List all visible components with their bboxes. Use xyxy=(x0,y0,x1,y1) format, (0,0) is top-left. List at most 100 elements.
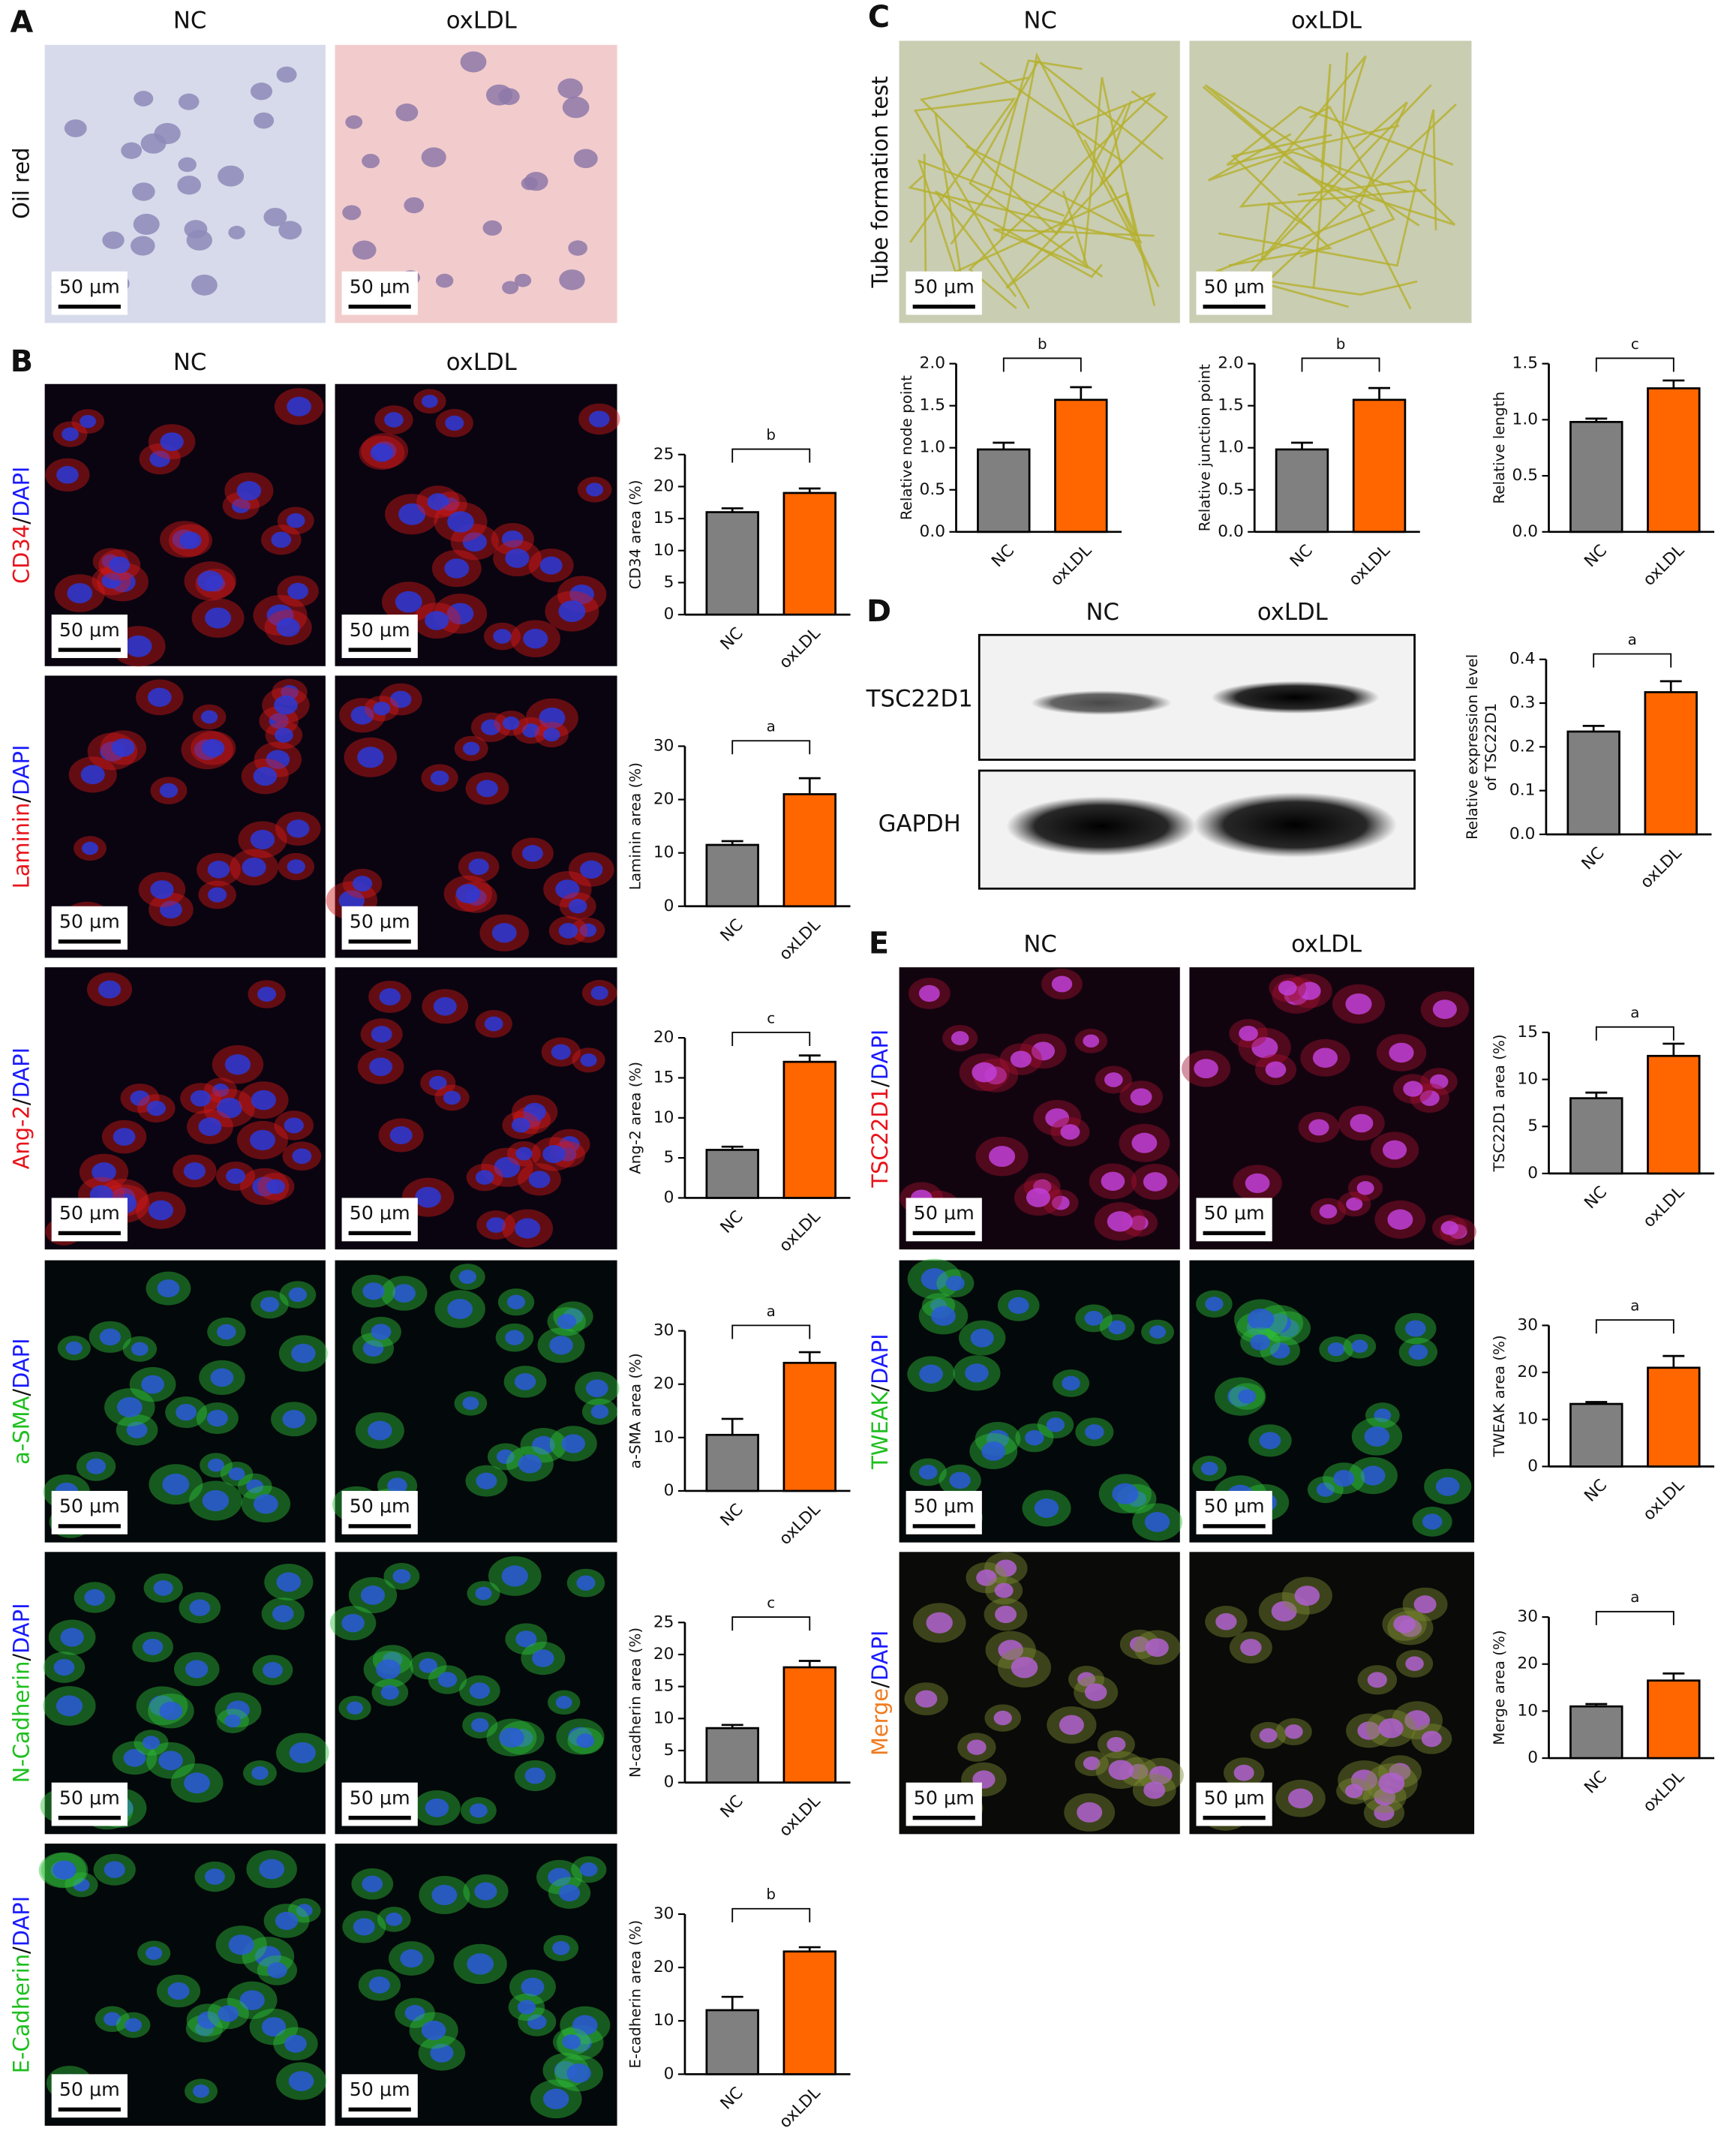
stain-label: E-Cadherin xyxy=(9,1954,35,2073)
y-tick-label: 0.5 xyxy=(1218,480,1244,499)
y-tick-label: 20 xyxy=(653,1645,674,1664)
y-axis-title: Relative expression level xyxy=(1464,654,1481,840)
tube xyxy=(1218,109,1437,267)
nucleus xyxy=(56,1695,83,1717)
significance-label: a xyxy=(1630,1588,1639,1606)
x-tick-label: NC xyxy=(717,1500,747,1530)
nucleus xyxy=(430,770,449,786)
y-tick-label: 0 xyxy=(664,2064,674,2083)
nucleus xyxy=(210,1368,234,1387)
significance-bracket xyxy=(1301,357,1380,372)
x-tick-label: NC xyxy=(1581,541,1611,571)
significance-label: b xyxy=(1336,335,1346,353)
nucleus xyxy=(918,1465,938,1480)
y-tick-label: 0.0 xyxy=(1509,825,1536,843)
nucleus xyxy=(1129,1215,1149,1231)
nucleus xyxy=(460,51,487,73)
nucleus xyxy=(253,766,278,786)
nucleus xyxy=(149,450,170,467)
y-tick-label: 0 xyxy=(1527,1748,1538,1767)
bar xyxy=(705,1727,759,1784)
y-tick-label: 10 xyxy=(653,1108,674,1127)
column-header: NC xyxy=(173,349,206,376)
nucleus xyxy=(415,1186,441,1208)
row-label: E-Cadherin/DAPI xyxy=(9,1896,35,2074)
nucleus xyxy=(1046,1417,1065,1432)
nucleus xyxy=(226,1168,246,1184)
nucleus xyxy=(576,1733,595,1748)
nucleus xyxy=(467,1953,494,1975)
separator: / xyxy=(9,1654,35,1661)
x-tick-label: oxLDL xyxy=(776,915,824,964)
nucleus xyxy=(216,1097,242,1119)
counterstain-label: DAPI xyxy=(9,467,35,517)
nucleus xyxy=(153,1579,173,1596)
nucleus xyxy=(261,2017,287,2037)
nucleus xyxy=(580,1053,597,1067)
nucleus xyxy=(147,687,172,708)
panel-label: A xyxy=(11,5,34,40)
bar xyxy=(1566,730,1620,836)
row-label: a-SMA/DAPI xyxy=(9,1338,35,1464)
nucleus xyxy=(1251,1036,1278,1059)
nucleus xyxy=(362,154,380,169)
nucleus xyxy=(993,1710,1012,1726)
nucleus xyxy=(64,119,87,137)
y-tick-label: 25 xyxy=(653,1613,674,1631)
nucleus xyxy=(1408,1344,1428,1360)
nucleus xyxy=(254,1946,281,1967)
nucleus xyxy=(53,1658,75,1676)
nucleus xyxy=(514,273,532,287)
nucleus xyxy=(998,1640,1024,1661)
nucleus xyxy=(1265,1061,1287,1078)
nucleus xyxy=(558,1884,581,1901)
nucleus xyxy=(444,558,470,579)
y-axis-title: N-cadherin area (%) xyxy=(626,1628,644,1778)
nucleus xyxy=(231,498,251,513)
counterstain-label: DAPI xyxy=(9,1338,35,1388)
y-tick-label: 20 xyxy=(1517,1655,1538,1673)
separator: / xyxy=(9,795,35,803)
y-axis-title: Laminin area (%) xyxy=(626,762,644,890)
tube xyxy=(966,77,1137,263)
nucleus xyxy=(918,984,940,1002)
stain-label: TSC22D1 xyxy=(867,1087,893,1189)
nucleus xyxy=(1010,1050,1032,1068)
nucleus xyxy=(1144,1512,1170,1532)
y-tick-label: 30 xyxy=(1517,1607,1538,1626)
nucleus xyxy=(266,750,290,769)
nucleus xyxy=(202,738,225,757)
nucleus xyxy=(192,2084,209,2098)
nucleus xyxy=(267,1962,287,1979)
nucleus xyxy=(92,1162,116,1183)
y-tick-label: 0 xyxy=(664,1188,674,1207)
bar xyxy=(705,1149,759,1199)
nucleus xyxy=(189,1599,211,1616)
nucleus xyxy=(186,230,212,251)
nucleus xyxy=(588,410,610,428)
bar xyxy=(782,793,836,908)
column-header: oxLDL xyxy=(1291,8,1362,35)
y-tick-label: 0.2 xyxy=(1509,737,1536,756)
nucleus xyxy=(590,985,608,1000)
nucleus xyxy=(502,281,519,295)
nucleus xyxy=(455,884,480,903)
scale-bar-label: 50 μm xyxy=(350,1495,410,1517)
column-header: oxLDL xyxy=(1291,931,1362,958)
nucleus xyxy=(1387,1209,1413,1230)
nucleus xyxy=(82,841,98,855)
nucleus xyxy=(485,84,512,106)
nucleus xyxy=(178,157,197,173)
y-tick-label: 30 xyxy=(653,1904,674,1923)
nucleus xyxy=(387,1477,407,1494)
scale-bar-label: 50 μm xyxy=(914,1787,975,1808)
nucleus xyxy=(458,1270,476,1285)
nucleus xyxy=(967,1739,987,1755)
nucleus xyxy=(158,1751,183,1771)
significance-bracket xyxy=(1595,357,1674,372)
y-axis-title: TSC22D1 area (%) xyxy=(1491,1034,1508,1172)
nucleus xyxy=(945,1276,965,1291)
bar xyxy=(782,1361,836,1492)
nucleus xyxy=(1364,1426,1390,1447)
